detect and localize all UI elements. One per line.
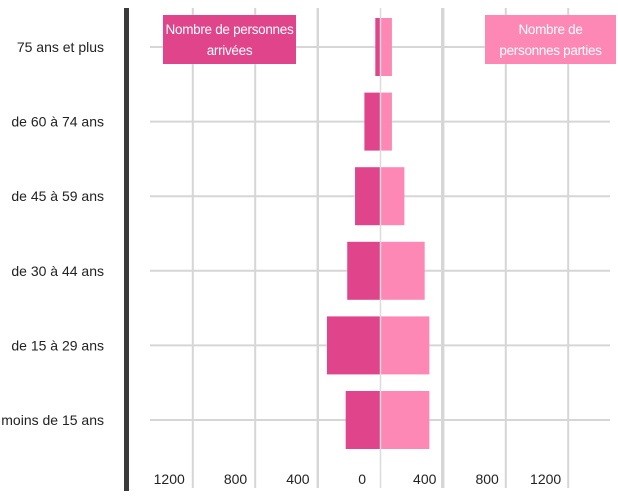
bar-arrived-4 — [326, 316, 380, 375]
x-tick-left-2: 400 — [286, 471, 310, 487]
x-tick-left-1: 800 — [224, 471, 248, 487]
bar-arrived-5 — [345, 391, 380, 449]
bar-departed-0 — [381, 18, 392, 76]
x-tick-right-0: 400 — [413, 471, 437, 487]
legend-arrived-label: Nombre de personnes arrivées — [165, 21, 294, 58]
y-axis-line — [124, 8, 129, 491]
bar-arrived-1 — [364, 92, 380, 151]
bar-departed-1 — [381, 92, 392, 151]
category-label-4: de 15 à 29 ans — [11, 337, 104, 353]
category-label-3: de 30 à 44 ans — [11, 263, 104, 279]
legend-departed-label: Nombre de personnes parties — [499, 21, 602, 58]
category-label-0: 75 ans et plus — [17, 39, 104, 55]
x-tick-right-2: 1200 — [530, 471, 561, 487]
bar-arrived-0 — [375, 18, 380, 76]
x-tick-left-0: 1200 — [154, 471, 185, 487]
category-label-2: de 45 à 59 ans — [11, 188, 104, 204]
legend-arrived: Nombre de personnes arrivées — [163, 15, 296, 64]
bar-departed-2 — [381, 167, 405, 226]
bar-departed-5 — [381, 391, 430, 449]
x-tick-right-1: 800 — [475, 471, 499, 487]
bar-arrived-2 — [355, 167, 380, 226]
category-label-1: de 60 à 74 ans — [11, 114, 104, 130]
bar-arrived-3 — [347, 241, 380, 300]
legend-departed: Nombre de personnes parties — [485, 15, 616, 64]
x-tick-left-3: 0 — [358, 471, 366, 487]
category-label-5: moins de 15 ans — [1, 412, 104, 428]
bar-departed-3 — [381, 241, 425, 300]
bar-departed-4 — [381, 316, 430, 375]
